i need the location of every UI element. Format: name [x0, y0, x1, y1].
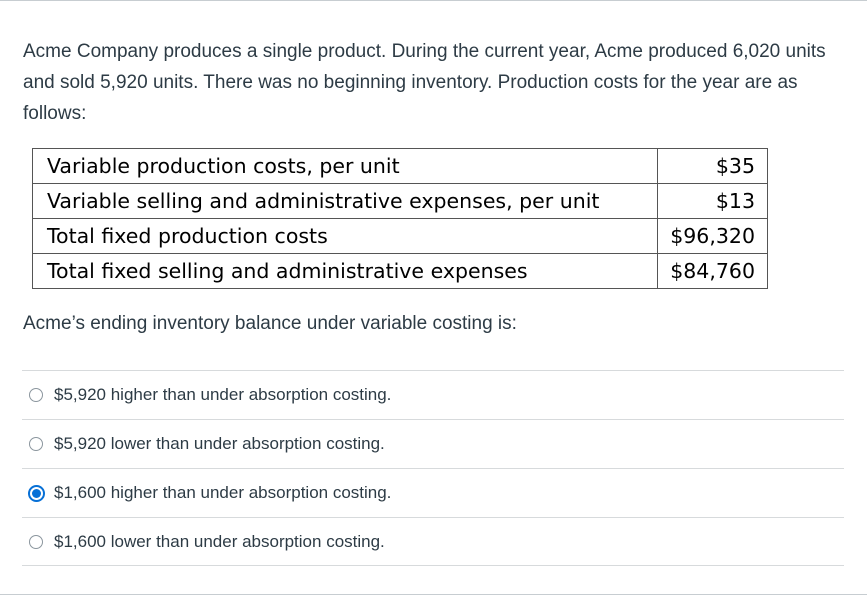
answer-list: $5,920 higher than under absorption cost… [22, 370, 844, 566]
answer-option-4[interactable]: $1,600 lower than under absorption costi… [22, 517, 844, 566]
answer-label: $1,600 lower than under absorption costi… [54, 531, 385, 551]
table-row: Variable production costs, per unit $35 [32, 148, 768, 184]
question-intro: Acme Company produces a single product. … [23, 41, 826, 124]
answer-label: $5,920 higher than under absorption cost… [54, 385, 392, 404]
table-row: Total fixed production costs $96,320 [32, 218, 768, 254]
answer-option-3[interactable]: $1,600 higher than under absorption cost… [22, 468, 844, 517]
table-row: Total fixed selling and administrative e… [32, 253, 768, 289]
radio-button[interactable] [29, 534, 43, 549]
cost-label: Variable production costs, per unit [32, 148, 658, 184]
cost-value: $96,320 [657, 218, 768, 254]
table-row: Variable selling and administrative expe… [32, 183, 768, 219]
cost-table: Variable production costs, per unit $35 … [32, 148, 768, 289]
cost-value: $84,760 [657, 253, 768, 289]
radio-button[interactable] [29, 437, 43, 451]
cost-value: $13 [657, 183, 768, 219]
question-prompt: Acme’s ending inventory balance under va… [23, 313, 517, 334]
cost-label: Variable selling and administrative expe… [32, 183, 658, 219]
cost-label: Total fixed selling and administrative e… [32, 253, 658, 289]
answer-option-2[interactable]: $5,920 lower than under absorption costi… [22, 419, 844, 468]
radio-button-selected[interactable] [28, 484, 45, 502]
answer-label: $1,600 higher than under absorption cost… [54, 483, 392, 502]
radio-button[interactable] [29, 388, 43, 402]
answer-option-1[interactable]: $5,920 higher than under absorption cost… [22, 370, 844, 419]
cost-value: $35 [657, 148, 768, 184]
answer-label: $5,920 lower than under absorption costi… [54, 434, 385, 453]
cost-label: Total fixed production costs [32, 218, 658, 254]
